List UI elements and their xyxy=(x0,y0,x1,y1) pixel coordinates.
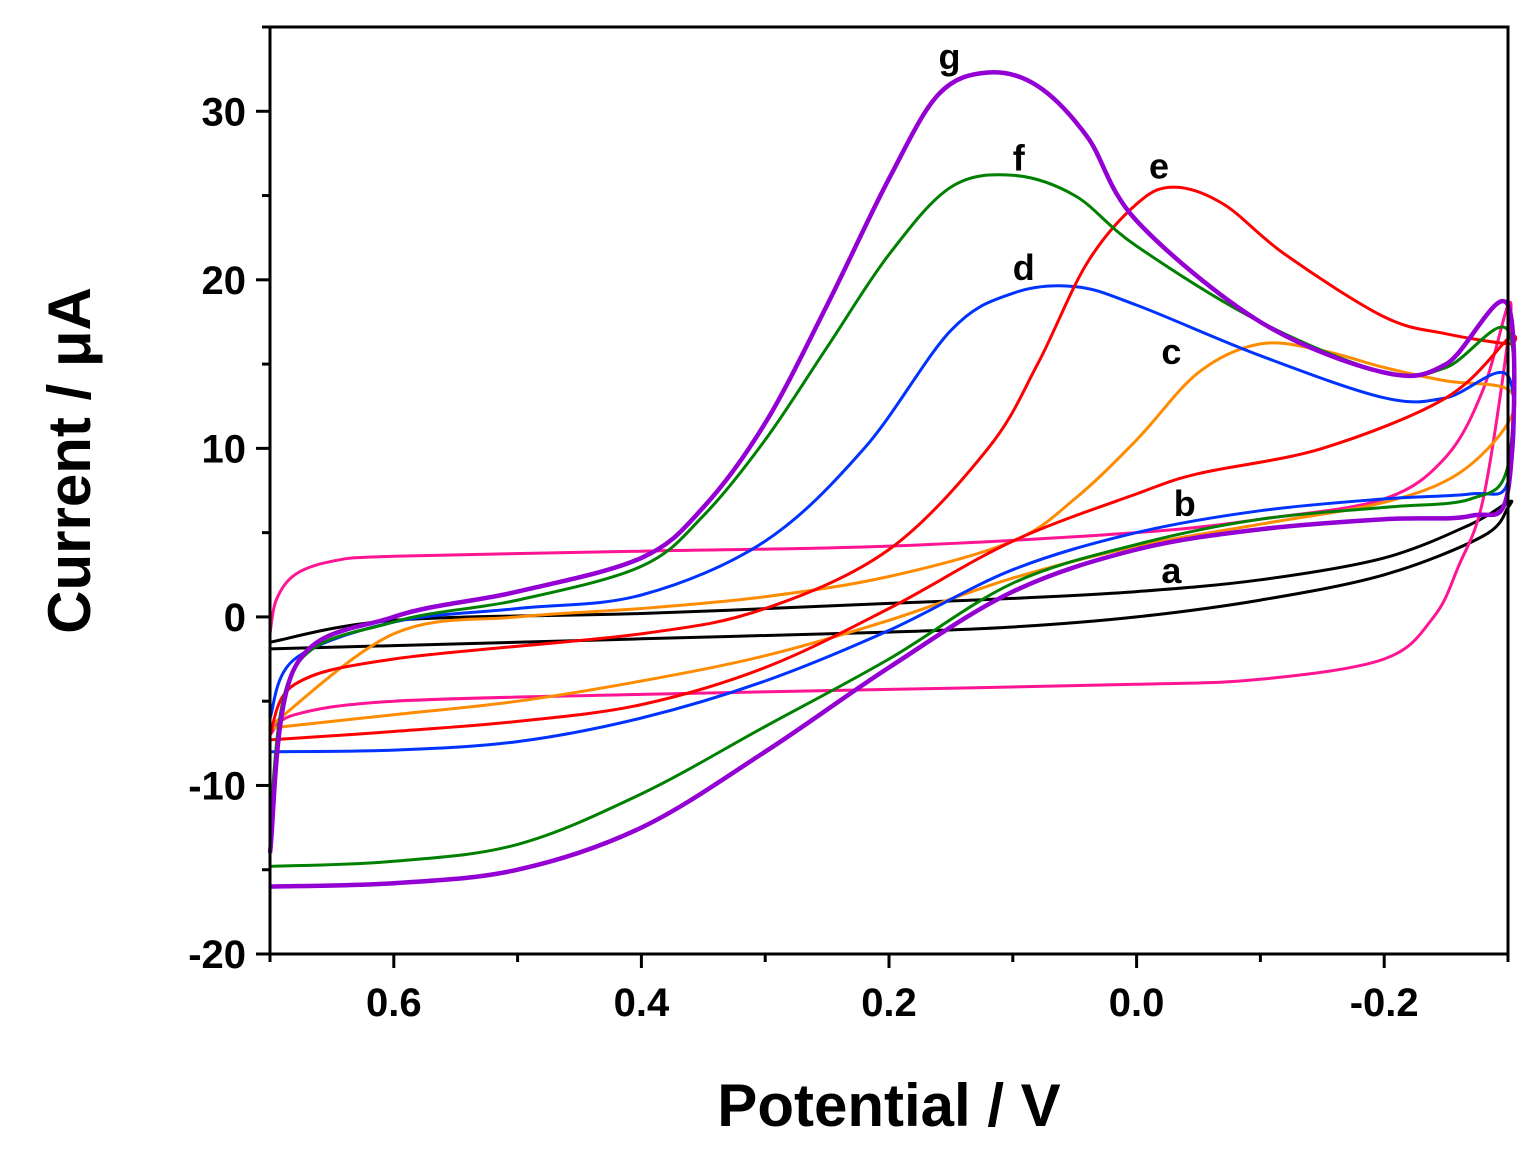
x-tick-label: -0.2 xyxy=(1350,981,1419,1025)
curves-layer xyxy=(267,69,1518,889)
ticks-layer xyxy=(256,25,1510,968)
x-axis-title: Potential / V xyxy=(717,1072,1060,1139)
curve-b xyxy=(268,300,1513,737)
curve-labels-layer: ab c d e f g xyxy=(939,36,1196,591)
x-tick-label: 0.4 xyxy=(614,981,670,1025)
y-tick-label: 0 xyxy=(224,596,246,640)
curve-g xyxy=(267,69,1517,889)
y-tick-label: 10 xyxy=(202,427,247,471)
curve-label-c: c xyxy=(1161,331,1181,372)
curve-d xyxy=(268,284,1516,754)
x-tick-label: 0.0 xyxy=(1109,981,1165,1025)
y-tick-label: 30 xyxy=(202,90,247,134)
y-tick-label: -20 xyxy=(188,933,246,977)
curve-label-b: b xyxy=(1174,483,1196,524)
y-tick-label: -10 xyxy=(188,764,246,808)
curve-label-d: d xyxy=(1013,247,1035,288)
curve-e xyxy=(268,185,1518,742)
x-tick-label: 0.6 xyxy=(366,981,422,1025)
curve-label-a: a xyxy=(1161,550,1182,591)
curve-f xyxy=(268,173,1516,868)
curve-a xyxy=(269,499,1514,651)
tick-labels-layer: 0.6 0.4 0.2 0.0 -0.2 -20 -10 0 10 20 30 xyxy=(188,90,1418,1025)
curve-label-g: g xyxy=(939,36,961,77)
plot-frame xyxy=(268,25,1510,956)
y-axis-title: Current / μA xyxy=(36,287,103,634)
curve-label-f: f xyxy=(1013,137,1026,178)
curve-label-e: e xyxy=(1149,146,1169,187)
y-tick-label: 20 xyxy=(202,259,247,303)
x-tick-label: 0.2 xyxy=(861,981,917,1025)
